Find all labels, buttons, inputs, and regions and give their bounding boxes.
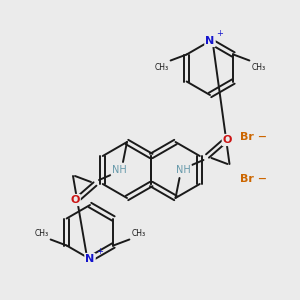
Text: +: + [97,247,104,256]
Text: NH: NH [176,165,191,175]
Text: NH: NH [112,165,126,175]
Text: O: O [70,195,80,205]
Text: CH₃: CH₃ [154,62,169,71]
Text: N: N [85,254,94,264]
Text: Br −: Br − [240,173,267,184]
Text: O: O [223,135,232,145]
Text: Br −: Br − [240,131,267,142]
Text: CH₃: CH₃ [131,229,146,238]
Text: +: + [217,28,224,38]
Text: CH₃: CH₃ [251,62,266,71]
Text: CH₃: CH₃ [34,229,49,238]
Text: N: N [206,36,214,46]
